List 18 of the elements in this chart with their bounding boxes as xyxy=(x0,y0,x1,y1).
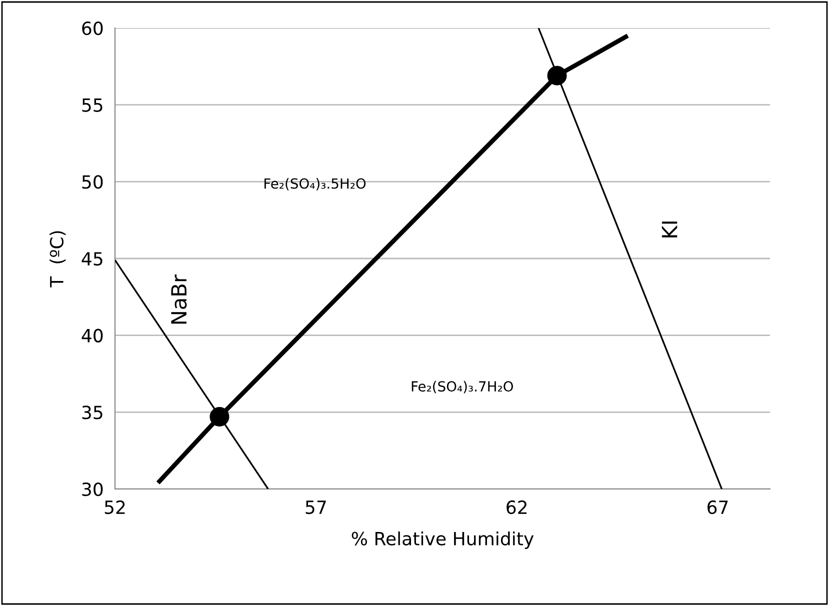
y-tick-label: 60 xyxy=(82,21,103,36)
y-tick-label: 45 xyxy=(82,252,102,266)
x-tick-label: 67 xyxy=(708,500,728,514)
y-tick-label: 40 xyxy=(82,328,103,342)
y-axis-title: T (ºC) xyxy=(50,231,66,288)
x-tick-label: 62 xyxy=(506,500,527,514)
y-tick-label: 30 xyxy=(82,482,103,496)
y-tick-label: 50 xyxy=(82,175,103,189)
x-axis-title: % Relative Humidity xyxy=(352,531,534,549)
y-tick-label: 55 xyxy=(82,98,102,112)
annotation: Fe₂(SO₄)₃.5H₂O xyxy=(264,178,366,190)
annotation: Fe₂(SO₄)₃.7H₂O xyxy=(412,380,513,394)
line-series xyxy=(156,33,630,486)
text: NaBr xyxy=(171,274,187,324)
x-tick-label: 52 xyxy=(104,500,125,514)
y-tick-label: 35 xyxy=(82,406,102,420)
x-tick-label: 57 xyxy=(306,500,326,514)
text: KI xyxy=(662,222,678,238)
